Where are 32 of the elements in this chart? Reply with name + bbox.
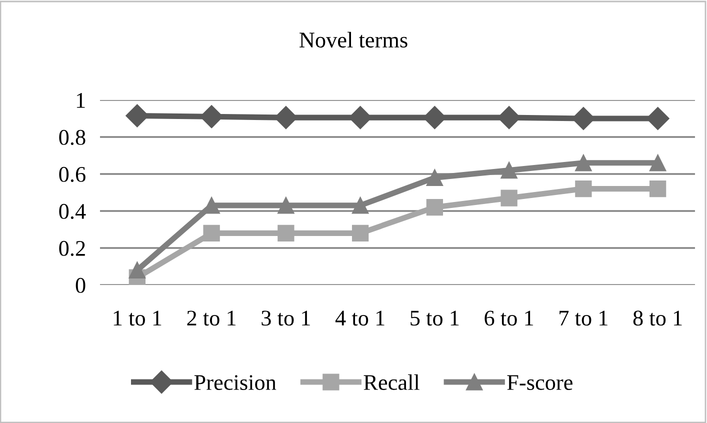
x-tick-label: 8 to 1 [633, 310, 682, 326]
x-tick-label: 7 to 1 [560, 310, 608, 326]
y-tick-label: 0 [76, 278, 86, 293]
point [500, 162, 518, 179]
point [426, 198, 444, 216]
x-tick-label: 4 to 1 [335, 310, 384, 326]
x-tick-label: 6 to 1 [484, 310, 534, 326]
y-tick-label: 0.8 [59, 130, 86, 146]
point [352, 197, 369, 214]
point [352, 224, 369, 242]
chart-title: Novel terms [300, 32, 408, 48]
point [278, 197, 294, 214]
x-tick-label: 5 to 1 [410, 310, 459, 326]
point [575, 154, 592, 172]
x-tick-label: 2 to 1 [187, 310, 236, 326]
x-tick-label: 1 to 1 [114, 310, 162, 326]
y-tick-label: 0.6 [59, 166, 86, 182]
x-tick-label: 3 to 1 [262, 310, 310, 326]
y-tick-label: 1 [76, 93, 85, 108]
point [649, 154, 666, 172]
legend-label: F-score [507, 375, 572, 390]
point [575, 180, 592, 198]
legend-label: Precision [194, 375, 276, 390]
point [649, 180, 666, 198]
point [426, 169, 444, 186]
y-tick-label: 0.2 [59, 240, 85, 256]
point [128, 262, 146, 279]
y-tick-label: 0.4 [59, 204, 86, 220]
point [500, 190, 518, 206]
point [203, 224, 220, 242]
legend-label: Recall [364, 374, 420, 390]
point [278, 224, 294, 242]
